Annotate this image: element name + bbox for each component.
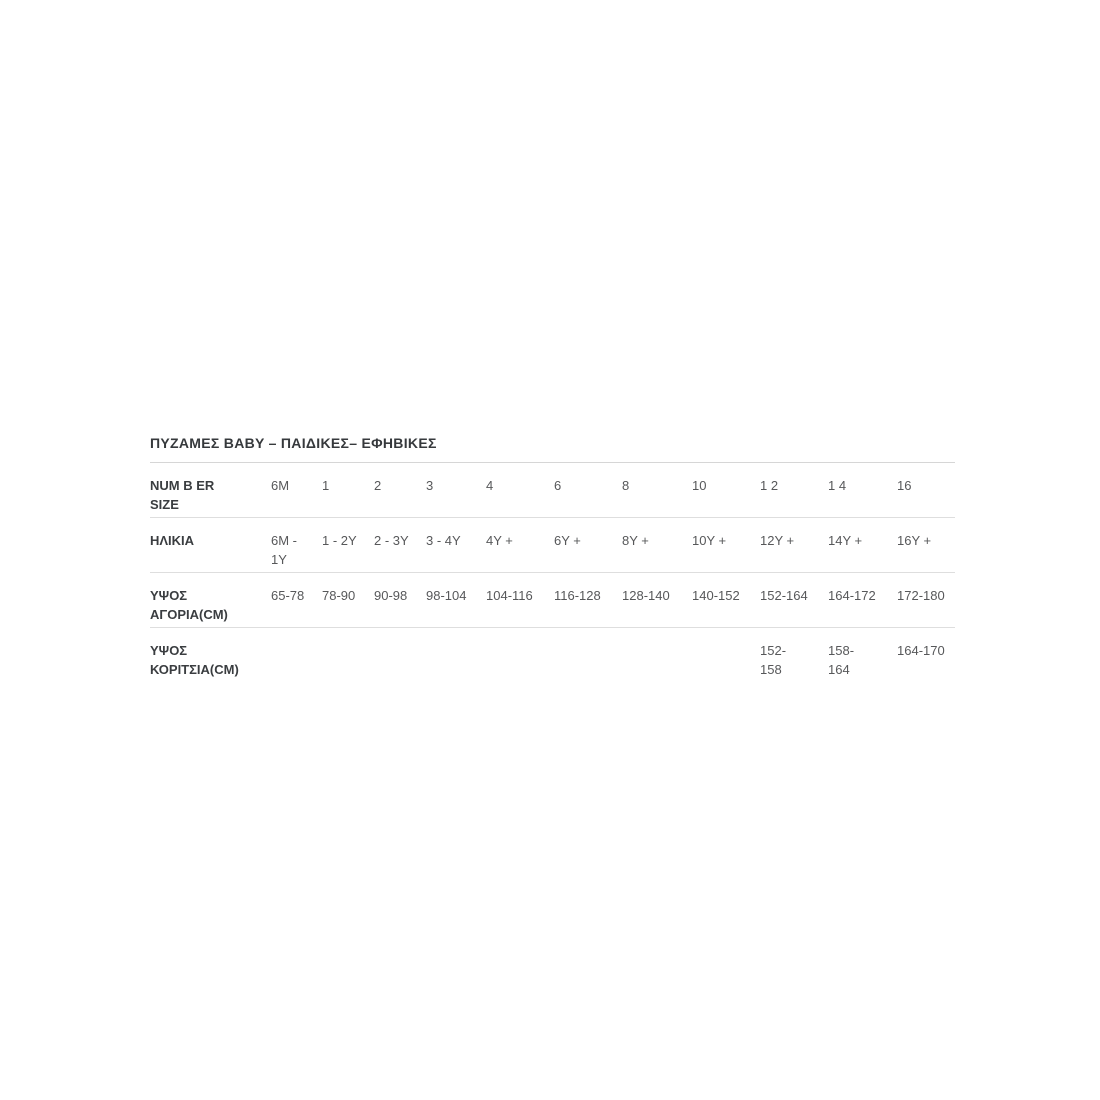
size-chart-section: ΠΥΖΑΜΕΣ BABY – ΠΑΙΔΙΚΕΣ– ΕΦΗΒΙΚΕΣ NUM B … [150,436,955,682]
table-cell: 1 - 2Y [322,533,357,548]
table-cell: 164-170 [897,643,945,658]
table-cell: 1 4 [828,478,847,493]
table-cell [622,628,692,683]
table-cell: 78-90 [322,588,356,603]
table-cell [426,628,486,683]
table-row-height-boys: ΥΨΟΣ ΑΓΟΡΙΑ(CM) 65-78 78-90 90-98 98-104… [150,573,955,628]
size-chart-table: NUM B ER SIZE 6M 1 2 3 4 6 8 10 1 2 1 4 … [150,463,955,682]
table-cell: 4Y + [486,533,513,548]
table-cell: 128-140 [622,588,670,603]
table-cell [271,628,322,683]
table-cell: 8 [622,478,630,493]
row-header-age: ΗΛΙΚΙΑ [150,533,195,548]
table-row-height-girls: ΥΨΟΣ ΚΟΡΙΤΣΙΑ(CM) 152- 158 158- 164 164-… [150,628,955,683]
table-cell: 172-180 [897,588,945,603]
table-cell: 4 [486,478,494,493]
table-row-age: ΗΛΙΚΙΑ 6M - 1Y 1 - 2Y 2 - 3Y 3 - 4Y 4Y +… [150,518,955,573]
table-cell [692,628,760,683]
table-cell: 10Y + [692,533,727,548]
row-header-height-boys: ΥΨΟΣ ΑΓΟΡΙΑ(CM) [150,588,228,622]
table-cell: 116-128 [554,588,601,603]
table-cell [374,628,426,683]
table-cell: 2 [374,478,382,493]
table-cell: 10 [692,478,707,493]
table-cell: 90-98 [374,588,408,603]
table-cell: 3 - 4Y [426,533,461,548]
table-cell: 16 [897,478,912,493]
table-cell: 1 2 [760,478,779,493]
row-header-height-girls: ΥΨΟΣ ΚΟΡΙΤΣΙΑ(CM) [150,643,239,677]
table-cell: 6M - 1Y [271,533,297,567]
table-cell [486,628,554,683]
table-cell: 6Y + [554,533,581,548]
table-cell [322,628,374,683]
table-cell: 98-104 [426,588,467,603]
table-cell: 65-78 [271,588,305,603]
size-chart-title: ΠΥΖΑΜΕΣ BABY – ΠΑΙΔΙΚΕΣ– ΕΦΗΒΙΚΕΣ [150,436,955,463]
row-header-number-size: NUM B ER SIZE [150,478,215,512]
table-cell: 164-172 [828,588,876,603]
table-cell: 16Y + [897,533,932,548]
table-cell: 152-164 [760,588,808,603]
table-cell: 104-116 [486,588,533,603]
table-cell: 152- 158 [760,643,787,677]
table-cell: 8Y + [622,533,649,548]
table-cell: 1 [322,478,330,493]
table-cell: 158- 164 [828,643,855,677]
table-row-number-size: NUM B ER SIZE 6M 1 2 3 4 6 8 10 1 2 1 4 … [150,463,955,518]
table-cell: 140-152 [692,588,740,603]
table-cell: 3 [426,478,434,493]
table-cell: 12Y + [760,533,795,548]
table-cell: 6 [554,478,562,493]
table-cell: 2 - 3Y [374,533,409,548]
table-cell [554,628,622,683]
table-cell: 14Y + [828,533,863,548]
table-cell: 6M [271,478,290,493]
